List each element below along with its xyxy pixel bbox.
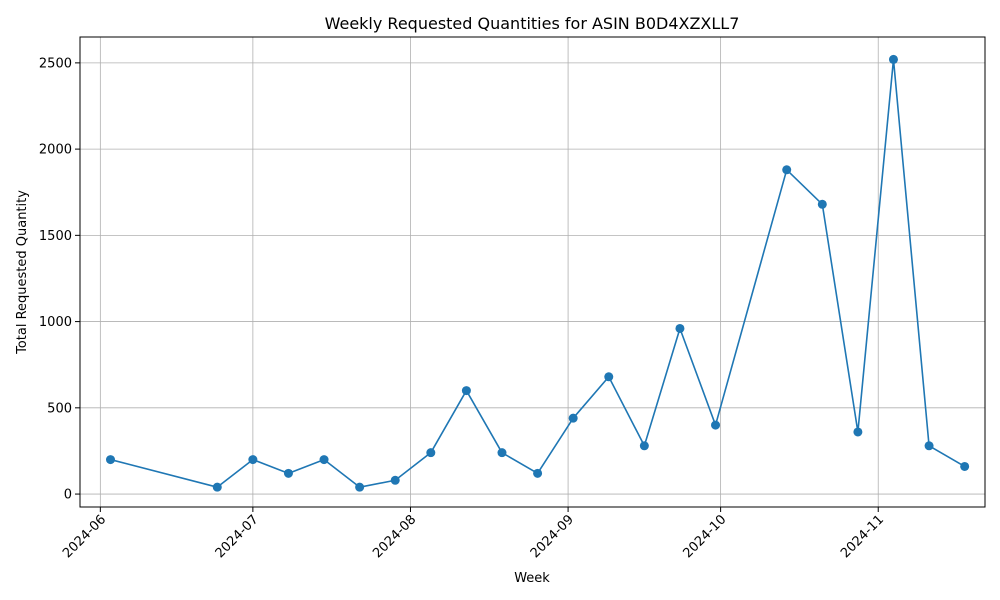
- data-point: [888, 54, 898, 64]
- data-point: [319, 455, 329, 465]
- chart-title: Weekly Requested Quantities for ASIN B0D…: [325, 14, 740, 33]
- data-point: [675, 323, 685, 333]
- data-point: [497, 448, 507, 458]
- data-point: [604, 372, 614, 382]
- data-point: [212, 482, 222, 492]
- series-layer: [106, 54, 970, 492]
- axes-frame: [79, 36, 986, 508]
- data-point: [924, 441, 934, 451]
- data-point: [533, 468, 543, 478]
- data-point: [426, 448, 436, 458]
- data-point: [568, 413, 578, 423]
- series-line: [110, 58, 966, 488]
- data-point: [355, 482, 365, 492]
- y-axis-ticks: 0 500 1000 1500 2000 2500: [39, 56, 80, 503]
- y-axis-title: Total Requested Quantity: [15, 190, 30, 355]
- y-tick-label: 1500: [39, 229, 72, 244]
- data-point: [960, 461, 970, 471]
- grid-lines: [80, 37, 985, 507]
- data-point: [711, 420, 721, 430]
- data-point: [283, 468, 293, 478]
- data-point: [817, 199, 827, 209]
- y-tick-label: 0: [64, 488, 72, 503]
- y-tick-label: 2000: [39, 143, 72, 158]
- data-point: [782, 165, 792, 175]
- x-axis-title: Week: [514, 571, 550, 586]
- data-point: [853, 427, 863, 437]
- data-point: [390, 475, 400, 485]
- y-tick-label: 2500: [39, 56, 72, 71]
- data-point: [461, 386, 471, 396]
- y-tick-label: 500: [47, 401, 72, 416]
- data-point: [639, 441, 649, 451]
- y-tick-label: 1000: [39, 315, 72, 330]
- data-point: [248, 455, 258, 465]
- data-point: [106, 455, 116, 465]
